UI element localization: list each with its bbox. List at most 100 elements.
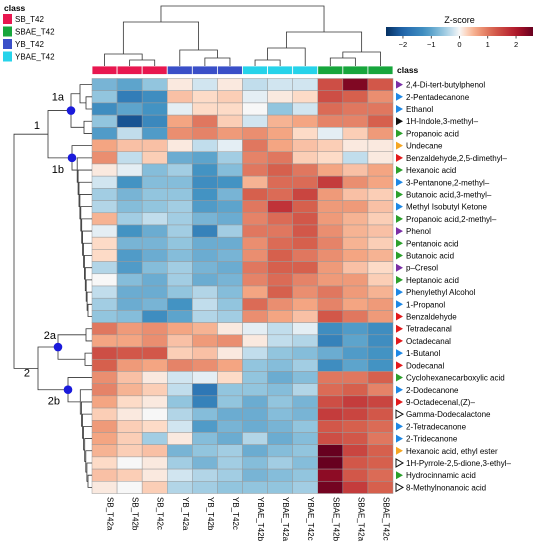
heatmap-cell (317, 114, 344, 128)
heatmap-cell (267, 444, 293, 458)
class-bar-cell (141, 65, 168, 75)
column-label: YB_T42a (181, 497, 190, 531)
heatmap-cell (317, 139, 344, 152)
class-bar-cell (292, 65, 319, 75)
heatmap-cell (192, 90, 218, 104)
legend-swatch (3, 51, 12, 62)
heatmap-cell (367, 212, 394, 226)
heatmap-cell (116, 127, 143, 140)
heatmap-cell (91, 334, 118, 348)
column-label: YBAE_T42b (256, 497, 265, 542)
heatmap-cell (141, 383, 168, 397)
row-marker-triangle (395, 482, 405, 493)
cluster-label: 2b (48, 396, 60, 408)
legend-label: YBAE_T42 (15, 53, 55, 62)
heatmap-cell (342, 151, 369, 165)
heatmap-cell (342, 139, 369, 152)
heatmap-cell (317, 188, 344, 201)
heatmap-cell (292, 395, 318, 409)
heatmap-cell (317, 127, 344, 140)
heatmap-cell (167, 334, 193, 348)
heatmap-cell (192, 371, 218, 384)
heatmap-cell (141, 273, 168, 287)
heatmap-cell (292, 310, 318, 323)
heatmap-cell (292, 285, 318, 299)
row-marker-triangle (396, 446, 403, 455)
heatmap-cell (292, 407, 318, 421)
heatmap-cell (217, 151, 243, 165)
row-label: 1H-Indole,3-methyl– (406, 117, 479, 126)
row-marker-triangle (396, 312, 403, 321)
heatmap-cell (167, 261, 193, 275)
heatmap-cell (192, 297, 218, 311)
heatmap-cell (267, 358, 293, 372)
heatmap-cell (192, 456, 218, 470)
heatmap-cell (91, 151, 118, 165)
heatmap-cell (167, 468, 193, 482)
heatmap-cell (217, 114, 243, 128)
heatmap-cell (217, 127, 243, 140)
heatmap-cell (292, 102, 318, 116)
heatmap-cell (141, 78, 168, 91)
heatmap-cell (242, 407, 268, 421)
heatmap-cell (116, 346, 143, 360)
heatmap-cell (292, 151, 318, 165)
row-marker-triangle (396, 397, 403, 406)
row-label: 1-Propanol (406, 300, 445, 309)
heatmap-cell (116, 371, 143, 384)
heatmap-cell (342, 285, 369, 299)
heatmap-cell (167, 371, 193, 384)
colorbar-tick-label: 2 (514, 40, 518, 49)
row-label: Gamma-Dodecalactone (406, 410, 491, 419)
heatmap-cell (192, 358, 218, 372)
column-label: SBAE_T42a (356, 497, 365, 542)
heatmap-cell (242, 163, 268, 177)
heatmap-cell (192, 261, 218, 275)
heatmap-cell (167, 407, 193, 421)
heatmap-cell (242, 444, 268, 458)
row-label: Pentanoic acid (406, 239, 458, 248)
heatmap-cell (192, 151, 218, 165)
heatmap-cell (342, 456, 369, 470)
heatmap-cell (167, 297, 193, 311)
heatmap-cell (116, 444, 143, 458)
heatmap-cell (367, 188, 394, 201)
heatmap-cell (116, 151, 143, 165)
heatmap-cell (367, 346, 394, 360)
heatmap-cell (292, 420, 318, 433)
heatmap-cell (167, 175, 193, 189)
heatmap-cell (267, 346, 293, 360)
heatmap-cell (217, 261, 243, 275)
heatmap-cell (317, 273, 344, 287)
heatmap-cell (192, 285, 218, 299)
heatmap-cell (242, 395, 268, 409)
heatmap-cell (317, 249, 344, 262)
heatmap-cell (317, 371, 344, 384)
heatmap-cell (192, 114, 218, 128)
heatmap-cell (91, 212, 118, 226)
heatmap-cell (242, 261, 268, 275)
row-label: Dodecanal (406, 361, 444, 370)
heatmap-cell (367, 200, 394, 214)
row-label: 2-Tridecanone (406, 435, 458, 444)
heatmap-cell (242, 212, 268, 226)
heatmap-cell (217, 420, 243, 433)
heatmap-cell (217, 139, 243, 152)
heatmap-cell (192, 322, 218, 336)
heatmap-cell (292, 236, 318, 250)
row-label: 1-Butanol (406, 349, 440, 358)
row-marker-triangle (396, 239, 403, 248)
heatmap-cell (116, 163, 143, 177)
heatmap-cell (317, 212, 344, 226)
heatmap-cell (242, 420, 268, 433)
heatmap-cell (217, 78, 243, 91)
heatmap-cell (342, 407, 369, 421)
heatmap-cell (367, 310, 394, 323)
heatmap-cell (292, 224, 318, 238)
class-bar-cell (317, 65, 344, 75)
heatmap-cell (91, 163, 118, 177)
heatmap-cell (342, 78, 369, 91)
row-marker-triangle (396, 422, 403, 431)
heatmap-cell (267, 139, 293, 152)
